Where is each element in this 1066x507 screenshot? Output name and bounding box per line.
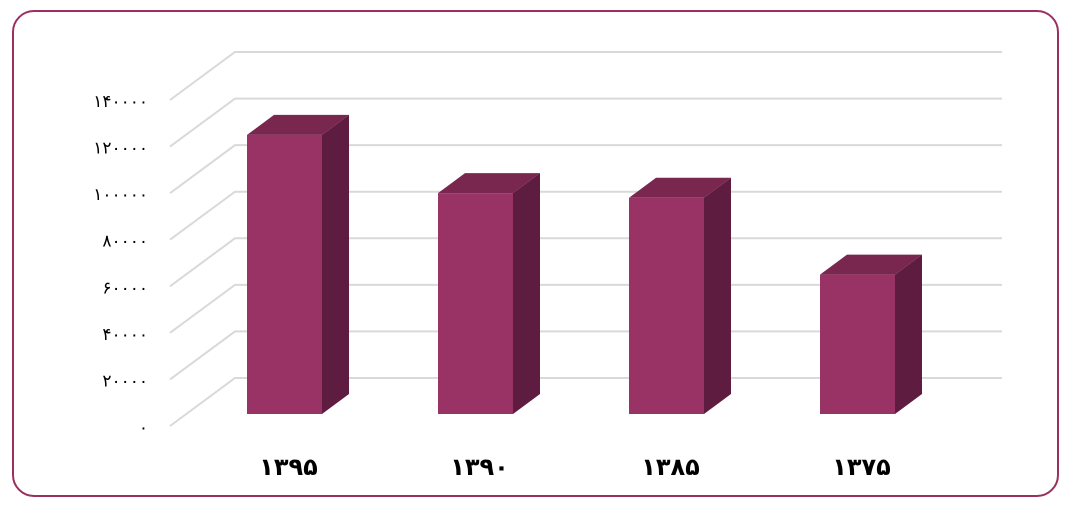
- bar-side: [704, 177, 731, 414]
- bar-front: [247, 134, 322, 414]
- bar: [247, 114, 349, 414]
- x-axis-ticks: ۱۳۹۵ ۱۳۹۰ ۱۳۸۵ ۱۳۷۵: [259, 453, 891, 481]
- x-tick-label: ۱۳۸۵: [641, 453, 700, 481]
- y-tick-label: ۰: [139, 418, 148, 438]
- bar-top: [820, 254, 922, 275]
- y-tick-label: ۴۰۰۰۰: [102, 325, 148, 345]
- bar-side: [322, 114, 349, 414]
- bar-front: [438, 193, 513, 414]
- gridline: [169, 190, 1002, 241]
- bar-front: [629, 197, 704, 414]
- y-axis-ticks: ۰ ۲۰۰۰۰ ۴۰۰۰۰ ۶۰۰۰۰ ۸۰۰۰۰ ۱۰۰۰۰۰ ۱۲۰۰۰۰ ۱۴۰۰۰۰: [93, 92, 148, 438]
- bar-top: [629, 177, 731, 198]
- gridline: [169, 237, 1002, 288]
- bar-top: [438, 173, 540, 194]
- bar-side: [895, 254, 922, 414]
- gridline: [169, 97, 1002, 148]
- bar: [820, 254, 922, 414]
- bar-front: [820, 274, 895, 414]
- chart-frame: [12, 10, 1059, 497]
- y-tick-label: ۲۰۰۰۰: [102, 371, 148, 391]
- bar: [629, 177, 731, 414]
- gridline: [169, 330, 1002, 381]
- y-tick-label: ۱۰۰۰۰۰: [93, 185, 148, 205]
- grid: [169, 51, 1002, 427]
- x-tick-label: ۱۳۷۵: [832, 453, 891, 481]
- gridline: [169, 283, 1002, 334]
- bars: [247, 114, 922, 414]
- x-tick-label: ۱۳۹۵: [259, 453, 318, 481]
- bar: [438, 173, 540, 414]
- gridline: [169, 144, 1002, 194]
- x-tick-label: ۱۳۹۰: [450, 453, 509, 481]
- y-tick-label: ۶۰۰۰۰: [102, 278, 148, 298]
- gridline: [169, 377, 1002, 427]
- bar-top: [247, 114, 349, 135]
- bar-side: [513, 173, 540, 414]
- y-tick-label: ۱۲۰۰۰۰: [93, 139, 148, 159]
- y-tick-label: ۱۴۰۰۰۰: [93, 92, 148, 112]
- gridline: [169, 51, 1002, 101]
- y-tick-label: ۸۰۰۰۰: [102, 232, 148, 252]
